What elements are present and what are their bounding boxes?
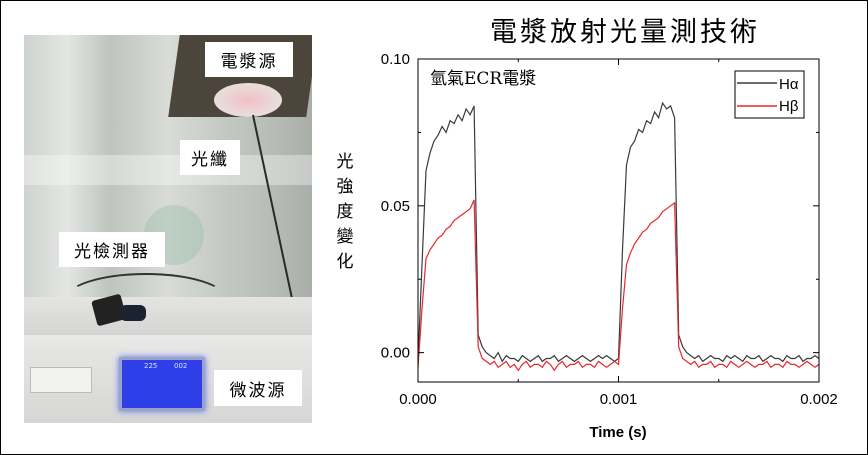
plasma-source-window (214, 83, 282, 117)
emission-chart: 0.000 0.001 0.002 0.00 0.05 0.10 氫氣ECR電漿 Hα H… (381, 51, 838, 441)
background-blur (24, 155, 312, 185)
series-line-hbeta (417, 199, 820, 372)
legend-label-hbeta: Hβ (779, 98, 799, 115)
y-tick-label: 0.00 (381, 345, 410, 362)
x-tick-label: 0.001 (600, 391, 638, 408)
x-tick-label: 0.002 (800, 391, 838, 408)
label-microwave: 微波源 (214, 370, 302, 406)
chart-annotation: 氫氣ECR電漿 (430, 69, 536, 89)
detector-cable (64, 273, 228, 327)
photodetector-lens (120, 305, 146, 321)
x-tick-label: 0.000 (399, 391, 437, 408)
y-axis-label: 光強度變化 (336, 152, 354, 272)
label-plasma-source: 電漿源 (205, 42, 293, 77)
equipment-photo: 225 002 (24, 35, 312, 423)
legend-label-halpha: Hα (779, 76, 799, 93)
x-axis-label: Time (s) (589, 424, 646, 441)
screen-value-2: 002 (174, 362, 188, 370)
y-tick-label: 0.10 (381, 51, 410, 68)
label-detector: 光檢測器 (59, 232, 165, 267)
chart-title: 電漿放射光量測技術 (490, 17, 760, 48)
brand-plate (30, 367, 92, 393)
series-line-halpha (417, 101, 820, 363)
legend-box (734, 70, 805, 119)
y-tick-label: 0.05 (381, 198, 410, 215)
legend: Hα Hβ (734, 70, 805, 119)
screen-value-1: 225 (144, 362, 158, 370)
label-fiber: 光纖 (180, 140, 240, 175)
generator-screen: 225 002 (119, 357, 205, 411)
